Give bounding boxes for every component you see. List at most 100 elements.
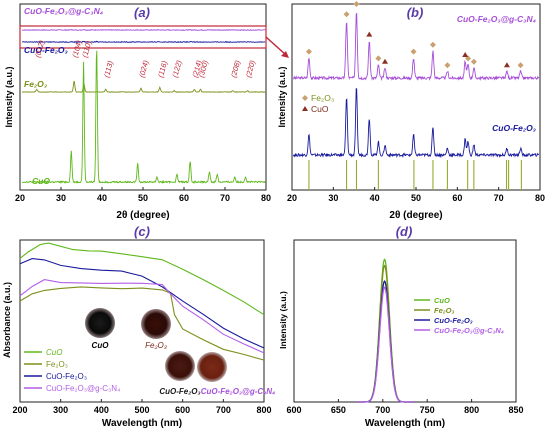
panel-b-series-label-binary: CuO-Fe₂O₃ — [492, 123, 536, 133]
panel-c-series-line — [19, 258, 265, 349]
panel-b-fe2o3-marker-icon — [353, 1, 360, 7]
panel-d-x-tick-label: 850 — [508, 405, 523, 415]
panel-a-series-label-ternary: CuO-Fe₂O₃@g-C₃N₄ — [24, 6, 104, 16]
panel-c-x-tick-label: 200 — [12, 405, 27, 415]
panel-a-xlabel: 2θ (degree) — [116, 210, 169, 221]
panel-c-series-line — [19, 286, 265, 361]
panel-c-legend-label: CuO-Fe₂O₃@g-C₃N₄ — [46, 384, 120, 393]
panel-c-legend-label: CuO — [46, 348, 62, 357]
legend-fe2o3-diamond-icon — [302, 95, 308, 101]
panel-b-xlabel: 2θ (degree) — [389, 210, 442, 221]
panel-b-series-line — [292, 88, 540, 159]
zoom-arrow-icon — [265, 36, 287, 56]
panel-a-x-tick-label: 20 — [15, 193, 25, 203]
panel-b-fe2o3-marker-icon — [517, 62, 524, 69]
panel-d-label: (d) — [396, 224, 413, 239]
panel-c-series-line — [19, 279, 265, 354]
photo-cuo-fe2o3-label: CuO-Fe₂O₃ — [159, 387, 200, 396]
panel-b-x-tick-label: 70 — [494, 193, 504, 203]
photo-ternary-label: CuO-Fe₂O₃@g-C₃N₄ — [201, 387, 276, 396]
panel-c-ylabel: Absorbance (a.u.) — [2, 282, 12, 358]
photo-fe2o3 — [141, 309, 171, 339]
panel-a-hkl-label: (113) — [102, 59, 115, 78]
panel-c-label: (c) — [134, 224, 150, 239]
panel-a-series-line — [21, 80, 266, 93]
photo-cuo — [85, 308, 115, 338]
panel-c-series-line — [19, 242, 265, 316]
panel-d-legend-label: Fe₂O₃ — [434, 306, 454, 315]
panel-a-hkl-label: (220) — [244, 59, 257, 79]
panel-b-cuo-marker-icon — [382, 58, 388, 64]
panel-b-cuo-marker-icon — [366, 31, 373, 37]
panel-d-series-line — [356, 264, 414, 403]
panel-b-fe2o3-marker-icon — [429, 41, 436, 48]
panel-d-x-tick-label: 650 — [331, 405, 346, 415]
panel-b-cuo-marker-icon — [462, 51, 469, 57]
panel-b-label: (b) — [407, 5, 424, 20]
panel-b: (b) Intensity (a.u.) 2θ (degree) 20 30 40 5… — [277, 1, 545, 221]
panel-a-series-line — [22, 28, 266, 32]
photo-cuo-fe2o3 — [165, 351, 195, 381]
panel-a-x-tick-label: 70 — [220, 193, 230, 203]
panel-d-x-tick-label: 600 — [286, 405, 301, 415]
panel-b-series-line — [292, 12, 540, 82]
panel-d-series-line — [356, 280, 414, 403]
panel-a-series-label-fe2o3: Fe₂O₃ — [24, 79, 47, 89]
legend-fe2o3-label: Fe₂O₃ — [311, 93, 334, 103]
panel-a-hkl-label: (122) — [170, 59, 183, 79]
photo-cuo-label: CuO — [92, 341, 110, 350]
panel-c-x-tick-label: 800 — [256, 405, 271, 415]
panel-c-x-tick-label: 700 — [216, 405, 231, 415]
panel-b-cuo-marker-icon — [503, 62, 510, 68]
panel-d-legend-label: CuO-Fe₂O₃ — [434, 316, 473, 325]
panel-c-x-tick-label: 600 — [175, 405, 190, 415]
panel-d-frame — [293, 239, 517, 403]
legend-cuo-label: CuO — [311, 104, 329, 114]
panel-b-fe2o3-marker-icon — [343, 11, 350, 18]
panel-c-legend: CuO Fe₂O₃ CuO-Fe₂O₃ CuO-Fe₂O₃@g-C₃N₄ — [24, 348, 120, 393]
panel-a-x-tick-label: 80 — [261, 193, 271, 203]
panel-a-x-tick-label: 60 — [179, 193, 189, 203]
panel-b-fe2o3-marker-icon — [470, 58, 477, 65]
panel-a-ylabel: Intensity (a.u.) — [4, 66, 14, 127]
panel-a-x-tick-label: 50 — [138, 193, 148, 203]
panel-c-legend-label: Fe₂O₃ — [46, 360, 68, 369]
panel-a-hkl-label: (024) — [137, 59, 150, 79]
panel-a-hkl-label: (116) — [156, 59, 169, 78]
panel-b-fe2o3-marker-icon — [444, 62, 451, 69]
panel-c-legend-label: CuO-Fe₂O₃ — [46, 372, 87, 381]
panel-b-x-tick-label: 30 — [328, 193, 338, 203]
legend-cuo-club-icon — [302, 106, 308, 111]
panel-c-x-tick-label: 300 — [53, 405, 68, 415]
panel-c-xlabel: Wavelength (nm) — [102, 418, 182, 429]
panel-b-x-tick-label: 80 — [535, 193, 545, 203]
panel-a-series-label-binary: CuO-Fe₂O₃ — [24, 45, 68, 55]
panel-a-hkl-label: (110) — [80, 39, 93, 58]
panel-a-series-line — [21, 40, 266, 44]
panel-a-hkl-label: (208) — [229, 59, 242, 79]
panel-b-series-label-ternary: CuO-Fe₂O₃@g-C₃N₄ — [457, 14, 537, 24]
panel-c: (c) Absorbance (a.u.) Wavelength (nm) 20… — [2, 224, 275, 429]
panel-a-series-label-cuo: CuO — [32, 176, 50, 186]
panel-a-frame — [19, 3, 267, 191]
panel-b-x-tick-label: 50 — [411, 193, 421, 203]
panel-d-series-line — [356, 286, 414, 403]
panel-a-x-tick-label: 30 — [56, 193, 66, 203]
panel-b-x-tick-label: 20 — [287, 193, 297, 203]
panel-c-x-tick-label: 400 — [94, 405, 109, 415]
panel-d: (d) Intensity (a.u.) Wavelength (nm) 600… — [278, 224, 524, 429]
panel-d-x-tick-label: 800 — [464, 405, 479, 415]
panel-d-x-tick-label: 700 — [375, 405, 390, 415]
panel-d-legend-label: CuO — [434, 296, 450, 305]
panel-b-ylabel: Intensity (a.u.) — [277, 66, 287, 127]
panel-a: (a) Intensity (a.u.) 2θ (degree) 20 30 40 5… — [4, 3, 271, 221]
panel-a-label: (a) — [134, 5, 150, 20]
panel-b-x-tick-label: 40 — [370, 193, 380, 203]
panel-b-fe2o3-marker-icon — [410, 48, 417, 55]
panel-d-xlabel: Wavelength (nm) — [365, 418, 445, 429]
panel-d-legend-label: CuO-Fe₂O₃@g-C₃N₄ — [434, 326, 504, 335]
panel-b-x-tick-label: 60 — [452, 193, 462, 203]
zoom-arrow-head-icon — [281, 51, 289, 58]
